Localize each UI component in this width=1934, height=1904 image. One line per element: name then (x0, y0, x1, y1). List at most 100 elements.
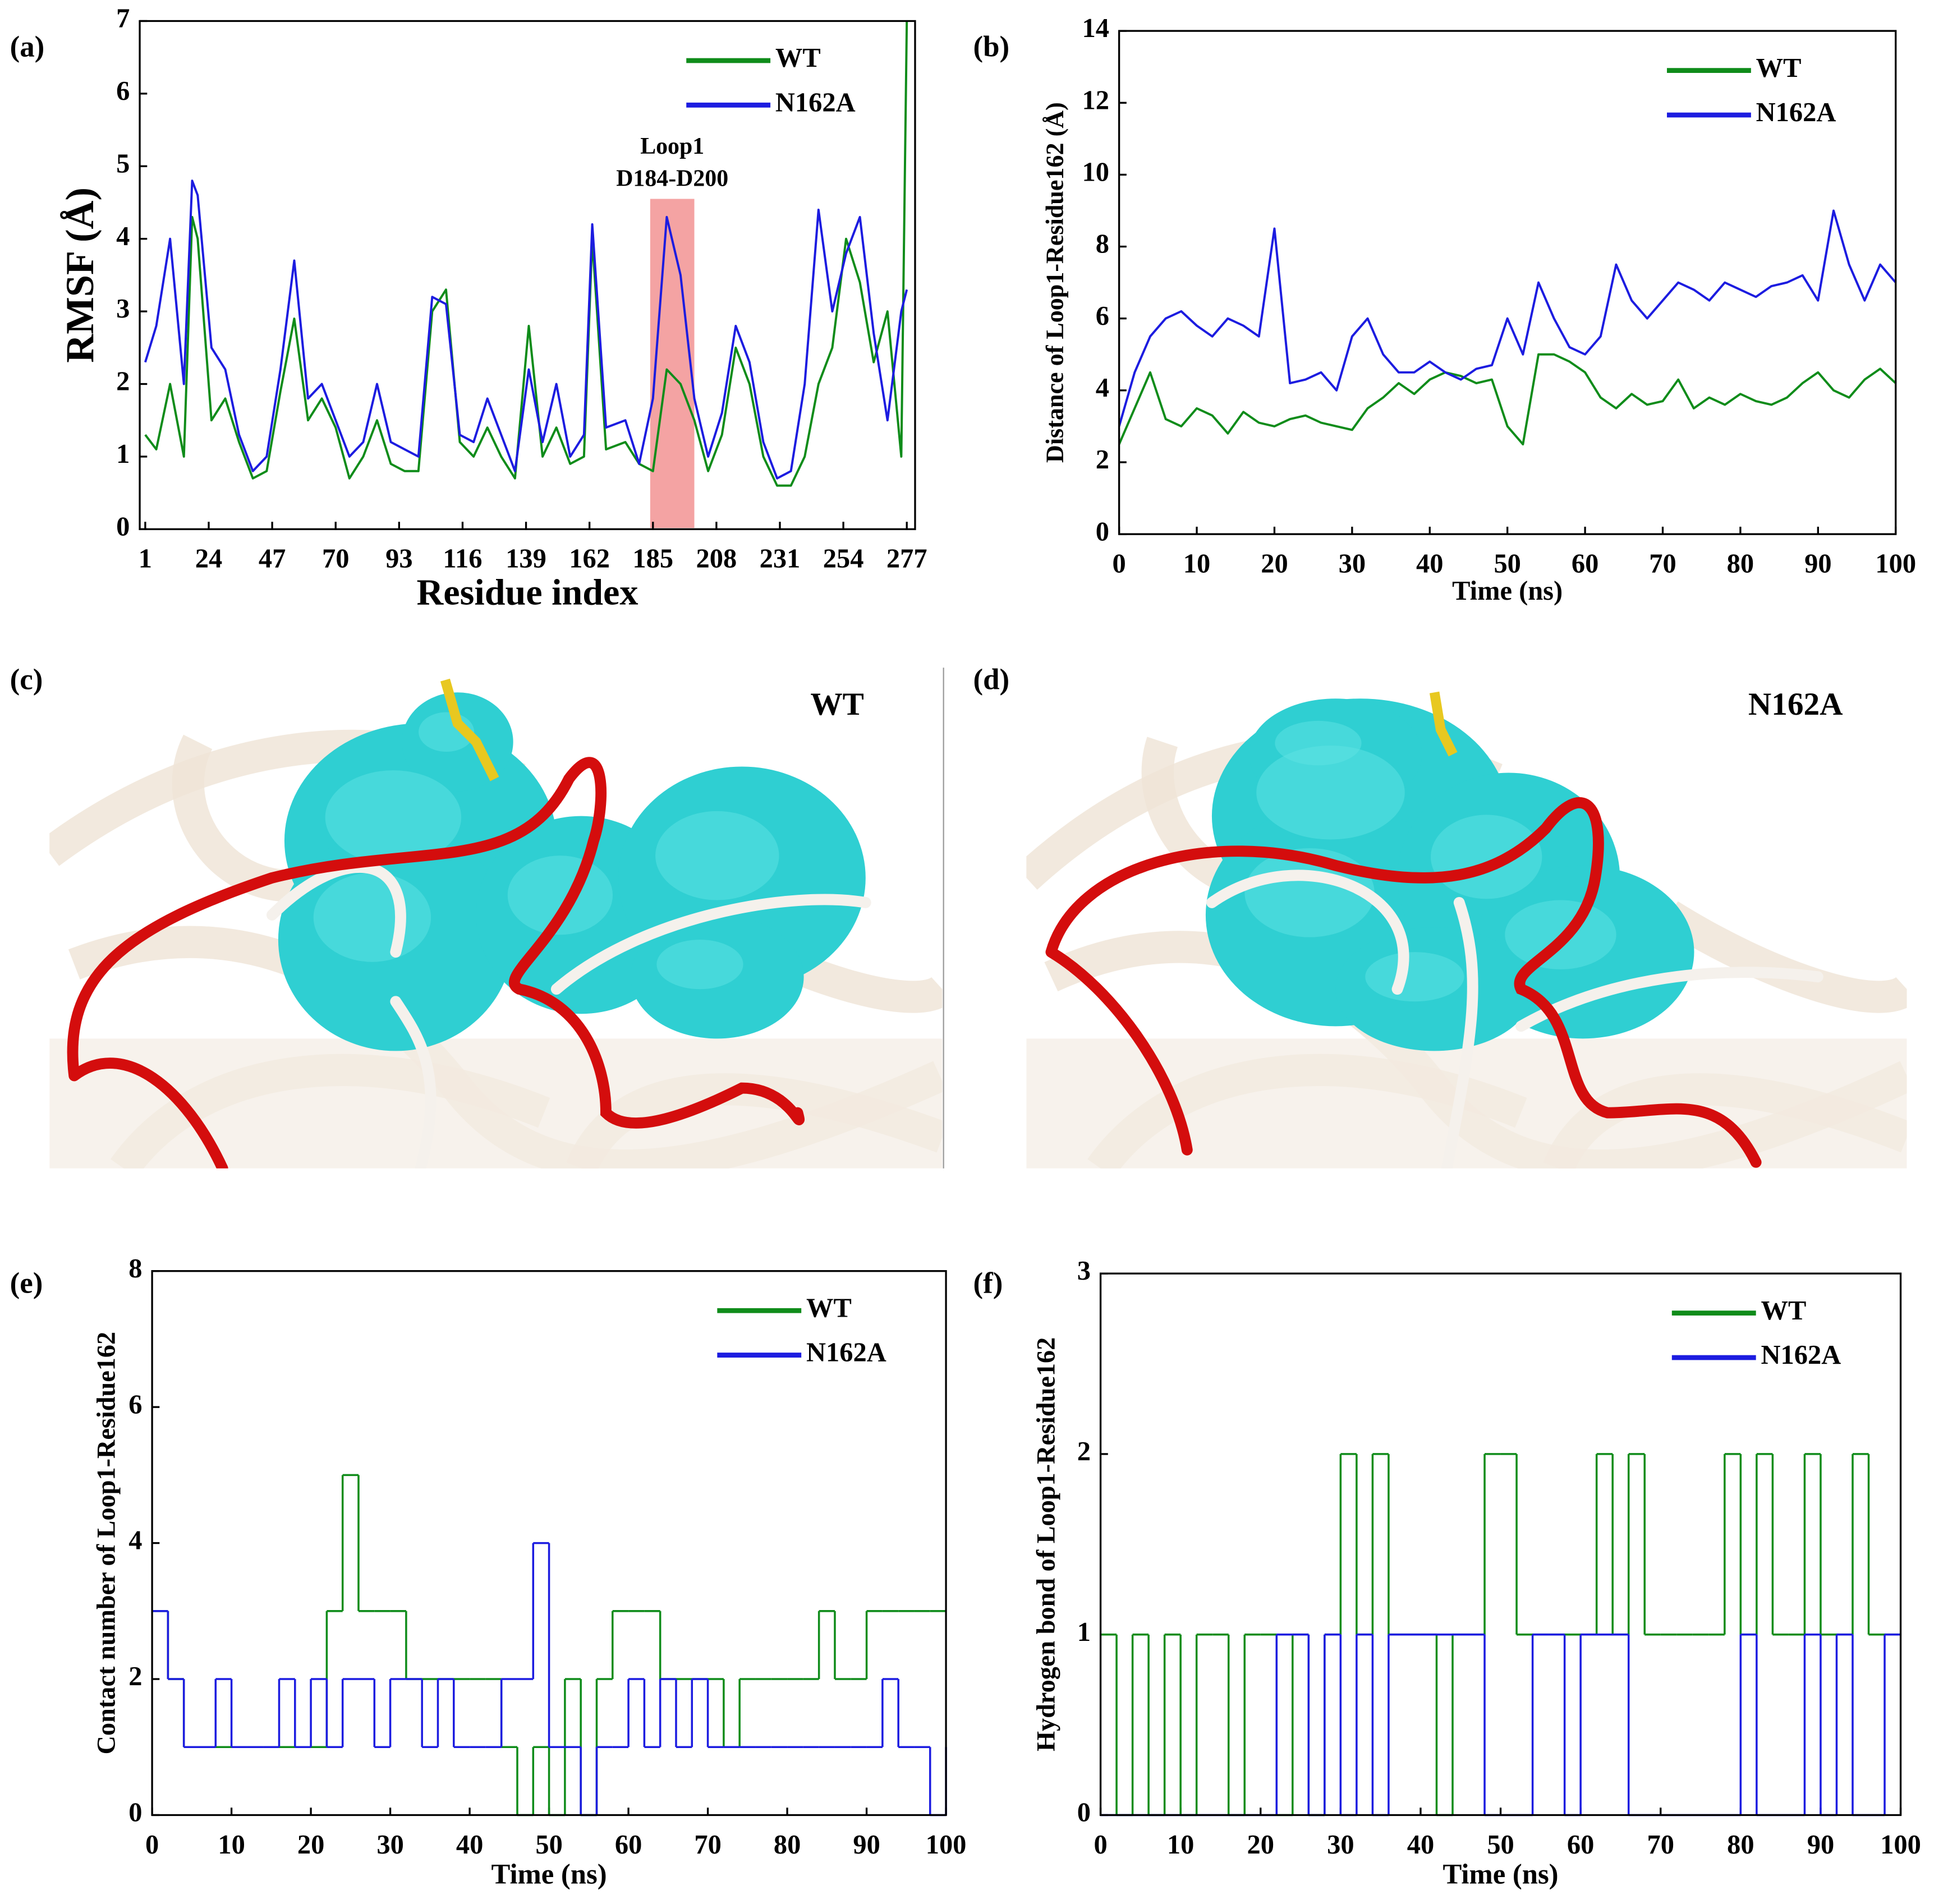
y-tick-label: 6 (116, 76, 130, 106)
annotation: D184-D200 (616, 165, 728, 191)
x-tick-label: 47 (259, 544, 286, 574)
surface-highlight (1256, 746, 1405, 840)
y-tick-label: 1 (1077, 1617, 1091, 1647)
panel-label: (d) (973, 664, 1010, 696)
x-tick-label: 50 (535, 1830, 562, 1860)
x-tick-label: 100 (926, 1830, 967, 1860)
x-tick-label: 1 (139, 544, 152, 574)
y-tick-label: 4 (128, 1526, 142, 1556)
x-tick-label: 90 (853, 1830, 880, 1860)
x-tick-label: 40 (1416, 549, 1443, 579)
panel-label: (a) (10, 30, 45, 63)
coil (1441, 897, 1478, 1169)
y-tick-label: 1 (116, 439, 130, 469)
y-tick-label: 2 (128, 1662, 142, 1691)
y-tick-label: 6 (128, 1390, 142, 1419)
ligand-stick (440, 678, 499, 781)
x-tick-label: 231 (760, 544, 801, 574)
y-tick-label: 4 (1096, 373, 1109, 403)
surface-highlight (313, 873, 431, 962)
x-tick-label: 0 (145, 1830, 159, 1860)
x-tick-label: 100 (1875, 549, 1916, 579)
x-tick-label: 139 (506, 544, 546, 574)
y-axis-label: RMSF (Å) (58, 187, 102, 363)
x-tick-label: 100 (1880, 1830, 1921, 1860)
plot-frame (139, 20, 916, 530)
x-tick-label: 254 (823, 544, 864, 574)
x-tick-label: 20 (1261, 549, 1288, 579)
y-tick-label: 8 (128, 1254, 142, 1284)
plot-frame (1099, 1272, 1902, 1816)
y-tick-label: 3 (1077, 1256, 1091, 1286)
panel-label: (b) (973, 30, 1010, 63)
x-tick-label: 90 (1804, 549, 1831, 579)
x-tick-label: 20 (1247, 1830, 1274, 1860)
ligand-stick (1429, 691, 1458, 757)
annotation: Loop1 (640, 134, 704, 159)
x-axis-label: Residue index (417, 572, 638, 613)
x-tick-label: 93 (385, 544, 412, 574)
series-line (1118, 209, 1897, 427)
legend-label: N162A (1756, 98, 1836, 127)
x-tick-label: 40 (456, 1830, 483, 1860)
y-tick-label: 0 (128, 1798, 142, 1828)
surface-highlight (1431, 815, 1542, 899)
x-tick-label: 80 (1727, 549, 1754, 579)
x-tick-label: 70 (1647, 1830, 1674, 1860)
x-tick-label: 185 (632, 544, 673, 574)
plot-frame (151, 1270, 947, 1816)
ribbon (1661, 901, 1907, 1013)
coil (390, 996, 437, 1169)
y-axis-label: Distance of Loop1-Residue162 (Å) (1041, 102, 1069, 463)
legend-label: WT (806, 1293, 852, 1323)
x-tick-label: 70 (1649, 549, 1676, 579)
loop1-tube (67, 757, 805, 1169)
series-line (144, 21, 908, 487)
backbone-shade (49, 1038, 943, 1169)
structure-image (1026, 691, 1907, 1169)
y-tick-label: 0 (1096, 517, 1109, 546)
x-tick-label: 0 (1113, 549, 1126, 579)
y-tick-label: 5 (116, 149, 130, 178)
x-tick-label: 30 (1327, 1830, 1354, 1860)
x-tick-label: 162 (569, 544, 610, 574)
x-tick-label: 80 (774, 1830, 801, 1860)
y-tick-label: 2 (1096, 445, 1109, 475)
legend-label: N162A (806, 1338, 886, 1368)
x-tick-label: 116 (443, 544, 482, 574)
image-title: N162A (1748, 687, 1843, 722)
y-tick-label: 14 (1082, 13, 1109, 43)
x-tick-label: 60 (1567, 1830, 1594, 1860)
x-tick-label: 70 (694, 1830, 721, 1860)
panel-label: (c) (10, 664, 43, 696)
coil (550, 894, 871, 995)
y-tick-label: 2 (1077, 1437, 1091, 1466)
y-tick-label: 6 (1096, 301, 1109, 331)
x-tick-label: 208 (696, 544, 737, 574)
coil (266, 862, 406, 958)
x-tick-label: 60 (1572, 549, 1598, 579)
x-tick-label: 24 (195, 544, 222, 574)
x-tick-label: 30 (1339, 549, 1366, 579)
surface-highlight (325, 770, 462, 864)
coil (1515, 967, 1823, 1032)
y-axis-label: Contact number of Loop1-Residue162 (93, 1332, 121, 1755)
surface-highlight (1275, 720, 1362, 766)
x-tick-label: 50 (1487, 1830, 1514, 1860)
legend-label: N162A (1761, 1340, 1841, 1370)
legend-label: WT (1756, 53, 1802, 83)
loop1-tube (1045, 797, 1762, 1168)
y-tick-label: 3 (116, 294, 130, 324)
x-tick-label: 277 (886, 544, 927, 574)
series-line (1118, 353, 1897, 445)
legend-label: WT (775, 43, 821, 73)
y-tick-label: 0 (116, 512, 130, 541)
highlight-band (650, 199, 695, 528)
y-tick-label: 0 (1077, 1798, 1091, 1828)
x-tick-label: 10 (218, 1830, 245, 1860)
panel-label: (e) (10, 1267, 43, 1299)
surface-highlight (655, 811, 779, 900)
panel-label: (f) (973, 1267, 1003, 1299)
